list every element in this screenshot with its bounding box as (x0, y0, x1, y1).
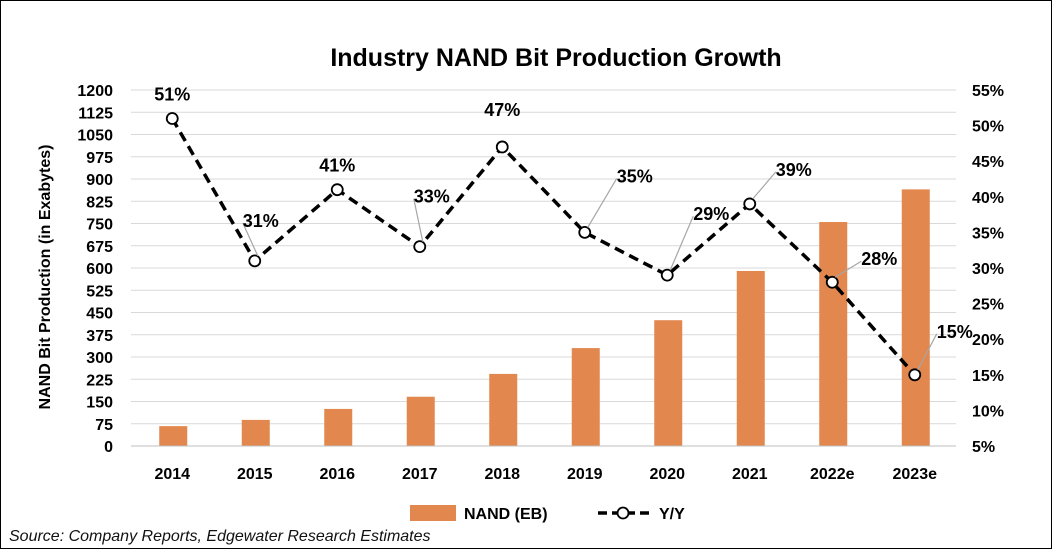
x-tick-label: 2020 (649, 466, 685, 483)
yy-point (165, 112, 179, 125)
x-tick-label: 2022e (810, 466, 855, 483)
x-tick-label: 2017 (402, 466, 438, 483)
yy-point (825, 275, 839, 289)
data-label: 47% (484, 100, 520, 120)
chart-title: Industry NAND Bit Production Growth (330, 44, 781, 72)
y2-tick-label: 25% (972, 297, 1004, 314)
legend-label-bar: NAND (EB) (464, 506, 548, 523)
legend-label-line: Y/Y (659, 506, 685, 523)
bar (654, 320, 683, 446)
data-label-leader (917, 333, 938, 371)
gridlines (131, 89, 956, 425)
legend-swatch-bar (410, 505, 456, 521)
bar (571, 348, 600, 446)
y-tick-label: 900 (86, 172, 113, 189)
x-tick-label: 2019 (567, 466, 603, 483)
bar (324, 408, 353, 446)
y-tick-label: 225 (86, 372, 113, 389)
data-label: 39% (776, 160, 812, 180)
bar (819, 222, 848, 446)
y2-tick-label: 10% (972, 403, 1004, 420)
data-label-leader (752, 171, 777, 200)
y-tick-label: 600 (86, 261, 113, 278)
bar (241, 419, 270, 446)
yy-point (578, 225, 592, 239)
data-labels: 51% 31% 41% 33% 47% 35% 29% 39% 28% 15% (154, 84, 973, 371)
yy-point (908, 368, 922, 382)
yy-point (248, 254, 262, 268)
yy-point (413, 240, 427, 254)
y2-tick-label: 5% (972, 439, 995, 456)
y2-tick-label: 20% (972, 332, 1004, 349)
data-label: 31% (243, 211, 279, 231)
data-label-leader (834, 260, 862, 278)
y-tick-label: 1050 (77, 128, 113, 145)
y2-tick-label: 15% (972, 368, 1004, 385)
x-tick-label: 2016 (319, 466, 355, 483)
x-tick-label: 2014 (154, 466, 190, 483)
y-tick-label: 825 (86, 194, 113, 211)
yy-point (330, 183, 344, 197)
y-tick-label: 525 (86, 283, 113, 300)
data-label: 15% (937, 322, 973, 342)
y-tick-label: 1200 (77, 83, 113, 100)
x-tick-label: 2018 (484, 466, 520, 483)
data-label: 33% (414, 187, 450, 207)
x-tick-label: 2015 (237, 466, 273, 483)
legend: NAND (EB) Y/Y (410, 505, 685, 523)
y2-tick-label: 45% (972, 154, 1004, 171)
bar (406, 396, 435, 446)
y-tick-label: 1125 (78, 105, 113, 122)
bar (159, 426, 188, 446)
data-label: 29% (693, 204, 729, 224)
y-tick-label: 750 (86, 217, 113, 234)
y2-tick-label: 40% (972, 190, 1004, 207)
y-tick-label: 300 (86, 350, 113, 367)
bar-series (159, 189, 930, 446)
data-label: 51% (154, 84, 190, 104)
data-label: 35% (617, 166, 653, 186)
y2-tick-label: 55% (972, 83, 1004, 100)
y-axis-title: NAND Bit Production (in Exabytes) (37, 145, 54, 410)
y2-tick-label: 50% (972, 119, 1004, 136)
y-tick-label: 975 (86, 150, 113, 167)
y-tick-label: 75 (95, 417, 113, 434)
bar (489, 373, 518, 446)
data-label-leader (669, 215, 694, 271)
data-label-leader (413, 198, 424, 242)
yy-line (170, 117, 917, 376)
x-tick-label: 2021 (732, 466, 768, 483)
data-label: 28% (861, 249, 897, 269)
y-tick-label: 0 (104, 439, 113, 456)
y-tick-label: 150 (86, 395, 113, 412)
yy-point (743, 197, 757, 211)
y-tick-label: 375 (86, 328, 113, 345)
y2-tick-label: 35% (972, 225, 1004, 242)
data-label-leader (587, 178, 618, 228)
bar (736, 270, 765, 446)
data-label: 41% (319, 156, 355, 176)
legend-swatch-marker (616, 506, 630, 520)
y-tick-label: 450 (86, 306, 113, 323)
source-note: Source: Company Reports, Edgewater Resea… (9, 528, 431, 545)
x-tick-label: 2023e (893, 466, 938, 483)
data-label-leader (242, 222, 259, 257)
bar (901, 189, 930, 446)
line-series (165, 112, 922, 382)
yy-point (495, 140, 509, 154)
y2-tick-label: 30% (972, 261, 1004, 278)
axes: 0 75 150 225 300 375 450 525 600 675 750 825 900 975 1… (77, 83, 1004, 483)
y-tick-label: 675 (86, 239, 113, 256)
yy-point (660, 268, 674, 282)
